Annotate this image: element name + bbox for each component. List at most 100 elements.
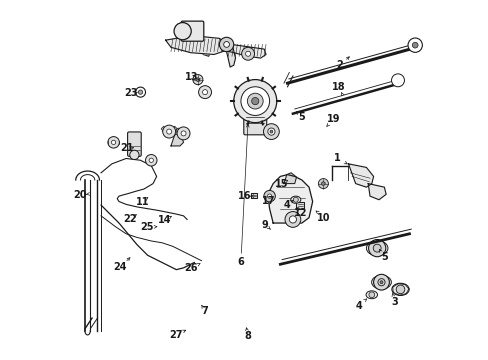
Text: 9: 9: [262, 220, 268, 230]
FancyBboxPatch shape: [127, 132, 141, 156]
Circle shape: [269, 130, 272, 133]
Text: 8: 8: [244, 331, 251, 341]
Circle shape: [129, 150, 139, 159]
Circle shape: [245, 51, 250, 56]
Circle shape: [377, 279, 384, 286]
Circle shape: [241, 87, 269, 116]
FancyArrowPatch shape: [197, 79, 201, 81]
Text: 24: 24: [113, 262, 126, 272]
Circle shape: [285, 212, 300, 227]
Circle shape: [223, 41, 229, 47]
FancyArrowPatch shape: [86, 193, 89, 195]
Text: 20: 20: [73, 190, 87, 200]
Circle shape: [108, 136, 119, 148]
Circle shape: [391, 74, 404, 87]
FancyArrowPatch shape: [197, 264, 200, 266]
FancyArrowPatch shape: [296, 112, 299, 114]
FancyArrowPatch shape: [290, 200, 293, 203]
Text: 12: 12: [294, 208, 307, 218]
Text: 5: 5: [298, 112, 305, 122]
FancyBboxPatch shape: [244, 111, 266, 135]
Polygon shape: [171, 134, 183, 146]
FancyArrowPatch shape: [241, 125, 249, 253]
Circle shape: [293, 197, 298, 202]
FancyArrowPatch shape: [379, 249, 381, 253]
Circle shape: [395, 285, 404, 294]
Circle shape: [202, 90, 207, 95]
Text: 4: 4: [283, 200, 289, 210]
Polygon shape: [161, 126, 165, 132]
Text: 5: 5: [380, 252, 387, 262]
Polygon shape: [165, 37, 226, 54]
Circle shape: [407, 38, 422, 52]
Circle shape: [368, 292, 374, 298]
Circle shape: [166, 129, 171, 134]
FancyArrowPatch shape: [346, 57, 348, 60]
Circle shape: [373, 274, 388, 290]
Circle shape: [267, 128, 274, 135]
FancyArrowPatch shape: [326, 123, 329, 126]
FancyArrowPatch shape: [133, 215, 136, 217]
FancyArrowPatch shape: [245, 328, 248, 331]
Text: 13: 13: [184, 72, 198, 82]
Text: 4: 4: [355, 301, 362, 311]
Ellipse shape: [366, 291, 377, 299]
Text: 16: 16: [237, 191, 251, 201]
Circle shape: [321, 182, 325, 185]
FancyArrowPatch shape: [266, 226, 270, 229]
Text: 23: 23: [124, 88, 137, 98]
Circle shape: [263, 124, 279, 139]
Circle shape: [368, 239, 385, 257]
Polygon shape: [175, 128, 180, 134]
Circle shape: [177, 127, 190, 140]
FancyArrowPatch shape: [297, 207, 300, 211]
Circle shape: [163, 125, 175, 138]
FancyArrowPatch shape: [250, 195, 253, 198]
Ellipse shape: [366, 240, 387, 256]
Text: 27: 27: [168, 330, 182, 340]
Text: 22: 22: [123, 215, 137, 224]
Text: 17: 17: [262, 196, 275, 206]
Text: 7: 7: [201, 306, 208, 316]
Circle shape: [149, 158, 153, 162]
Circle shape: [135, 87, 145, 97]
Text: 10: 10: [317, 213, 330, 222]
Polygon shape: [267, 175, 312, 223]
Circle shape: [289, 216, 296, 223]
Circle shape: [219, 37, 233, 51]
Polygon shape: [296, 202, 303, 209]
FancyArrowPatch shape: [344, 161, 346, 164]
Polygon shape: [224, 44, 235, 67]
FancyArrowPatch shape: [363, 299, 366, 302]
Text: 2: 2: [335, 60, 342, 70]
Circle shape: [233, 80, 276, 123]
Circle shape: [411, 42, 417, 48]
FancyArrowPatch shape: [126, 258, 130, 261]
Circle shape: [379, 281, 382, 284]
Polygon shape: [367, 184, 386, 200]
Polygon shape: [348, 164, 373, 187]
FancyArrowPatch shape: [202, 305, 204, 309]
FancyArrowPatch shape: [144, 198, 147, 201]
Text: 3: 3: [391, 297, 398, 307]
Text: 11: 11: [135, 197, 149, 207]
FancyArrowPatch shape: [341, 93, 344, 96]
Text: 14: 14: [158, 215, 171, 225]
FancyArrowPatch shape: [130, 147, 133, 149]
Circle shape: [138, 90, 142, 94]
FancyArrowPatch shape: [182, 330, 185, 333]
FancyArrowPatch shape: [391, 293, 394, 297]
Circle shape: [267, 194, 271, 198]
Polygon shape: [284, 173, 296, 184]
FancyBboxPatch shape: [181, 21, 203, 41]
Text: 18: 18: [331, 82, 345, 92]
Circle shape: [241, 47, 254, 60]
Text: 15: 15: [274, 179, 287, 189]
FancyArrowPatch shape: [284, 180, 287, 183]
FancyArrowPatch shape: [315, 211, 319, 214]
Polygon shape: [224, 44, 265, 58]
Text: 21: 21: [120, 143, 133, 153]
Circle shape: [372, 244, 380, 252]
Text: 26: 26: [184, 263, 198, 273]
Circle shape: [145, 154, 157, 166]
